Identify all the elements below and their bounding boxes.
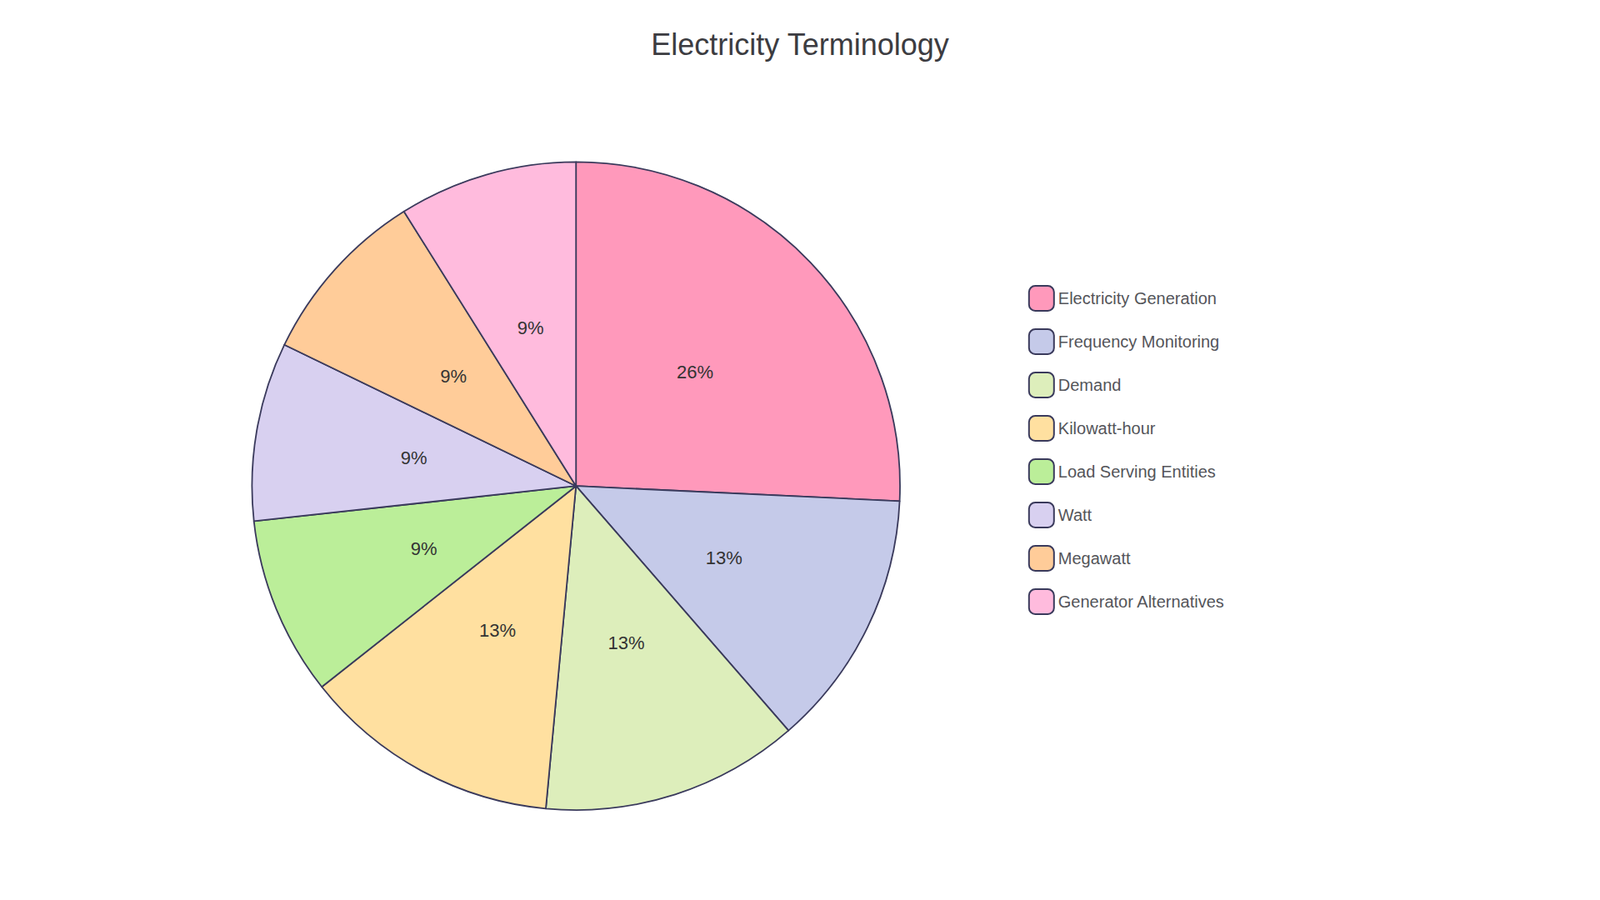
svg-text:Megawatt: Megawatt [1058,549,1131,568]
svg-text:26%: 26% [676,361,714,383]
svg-text:Load Serving Entities: Load Serving Entities [1058,462,1216,481]
svg-text:Kilowatt-hour: Kilowatt-hour [1058,419,1156,438]
svg-text:9%: 9% [440,365,467,387]
svg-text:Demand: Demand [1058,375,1122,395]
svg-text:Generator Alternatives: Generator Alternatives [1058,592,1225,611]
svg-text:Frequency Monitoring: Frequency Monitoring [1058,332,1220,351]
svg-text:9%: 9% [400,447,428,469]
svg-text:Electricity Terminology: Electricity Terminology [650,27,949,62]
svg-text:13%: 13% [479,620,516,641]
svg-text:9%: 9% [410,538,438,560]
svg-text:13%: 13% [705,547,743,569]
svg-text:Watt: Watt [1058,505,1093,525]
svg-text:Electricity Generation: Electricity Generation [1058,289,1217,308]
svg-text:9%: 9% [517,317,545,339]
svg-text:13%: 13% [608,632,645,654]
